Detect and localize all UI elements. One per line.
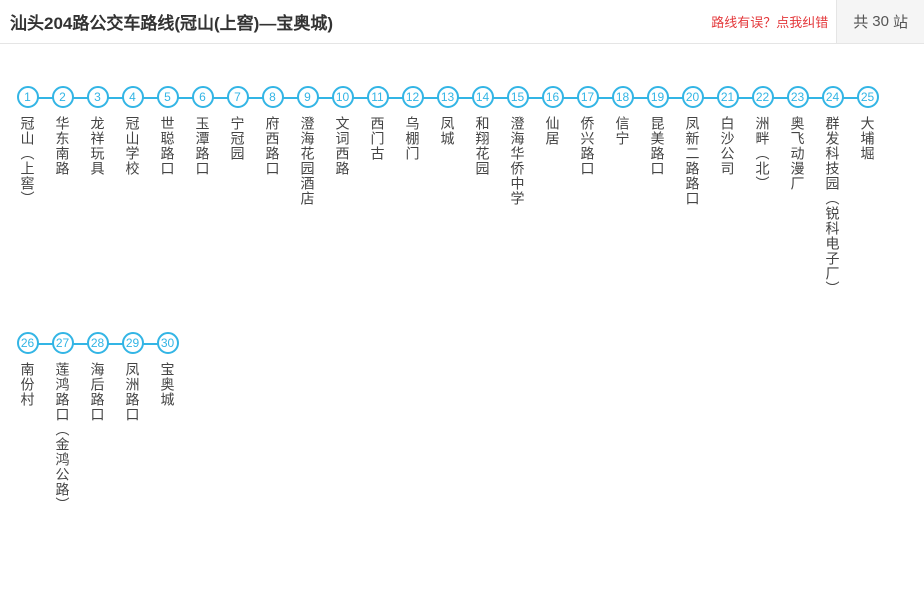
bus-stop[interactable]: 1 冠山︵上窖︶ [10, 86, 45, 206]
stop-row: 26 南份村 27 莲鸿路口︵金鸿公路︶ 28 海后路口 29 凤洲路口 30 宝奥城 [10, 332, 914, 512]
bus-stop[interactable]: 15 澄海华侨中学 [500, 86, 535, 206]
stop-label: 昆美路口 [648, 116, 668, 176]
stop-number-circle: 30 [157, 332, 179, 354]
stop-label: 澄海华侨中学 [508, 116, 528, 206]
bus-stop[interactable]: 14 和翔花园 [465, 86, 500, 176]
stop-label: 凤城 [438, 116, 458, 146]
stop-label: 龙祥玩具 [88, 116, 108, 176]
stop-number-circle: 22 [752, 86, 774, 108]
bus-stop[interactable]: 18 信宁 [605, 86, 640, 146]
stop-number-circle: 25 [857, 86, 879, 108]
bus-stop[interactable]: 8 府西路口 [255, 86, 290, 176]
stop-number-circle: 21 [717, 86, 739, 108]
stop-number-circle: 9 [297, 86, 319, 108]
stop-label: 南份村 [18, 362, 38, 407]
stop-label: 大埔堀 [858, 116, 878, 161]
count-suffix: 站 [893, 11, 908, 32]
stop-number-circle: 4 [122, 86, 144, 108]
stop-number-circle: 13 [437, 86, 459, 108]
bus-stop[interactable]: 22 洲畔︵北︶ [745, 86, 780, 191]
bus-stop[interactable]: 10 文词西路 [325, 86, 360, 176]
stop-label: 世聪路口 [158, 116, 178, 176]
stop-label: 宝奥城 [158, 362, 178, 407]
bus-stop[interactable]: 3 龙祥玩具 [80, 86, 115, 176]
stop-number-circle: 17 [577, 86, 599, 108]
report-error-link[interactable]: 路线有误？点我纠错 [711, 12, 828, 31]
bus-stop[interactable]: 5 世聪路口 [150, 86, 185, 176]
stop-label: 府西路口 [263, 116, 283, 176]
stop-label: 澄海花园酒店 [298, 116, 318, 206]
stop-label: 仙居 [543, 116, 563, 146]
stop-number-circle: 8 [262, 86, 284, 108]
stop-label: 白沙公司 [718, 116, 738, 176]
stop-number-circle: 24 [822, 86, 844, 108]
stop-number-circle: 19 [647, 86, 669, 108]
stop-number-circle: 15 [507, 86, 529, 108]
stop-number-circle: 5 [157, 86, 179, 108]
stop-number-circle: 7 [227, 86, 249, 108]
stop-number-circle: 20 [682, 86, 704, 108]
stop-label: 凤洲路口 [123, 362, 143, 422]
bus-stop[interactable]: 6 玉潭路口 [185, 86, 220, 176]
stop-label: 冠山︵上窖︶ [18, 116, 38, 206]
stop-number-circle: 28 [87, 332, 109, 354]
stop-number-circle: 26 [17, 332, 39, 354]
bus-stop[interactable]: 26 南份村 [10, 332, 45, 407]
stop-count-box: 共 30 站 [836, 0, 924, 43]
stop-number-circle: 23 [787, 86, 809, 108]
stop-number-circle: 10 [332, 86, 354, 108]
stop-number-circle: 16 [542, 86, 564, 108]
stop-number-circle: 11 [367, 86, 389, 108]
bus-stop[interactable]: 28 海后路口 [80, 332, 115, 422]
bus-stop[interactable]: 16 仙居 [535, 86, 570, 146]
stop-number-circle: 3 [87, 86, 109, 108]
stop-label: 乌棚门 [403, 116, 423, 161]
bus-stop[interactable]: 13 凤城 [430, 86, 465, 146]
stop-label: 群发科技园︵锐科电子厂︶ [823, 116, 843, 296]
stop-label: 和翔花园 [473, 116, 493, 176]
count-prefix: 共 [853, 11, 868, 32]
stop-label: 冠山学校 [123, 116, 143, 176]
bus-stop[interactable]: 20 凤新二路路口 [675, 86, 710, 206]
route-diagram: 1 冠山︵上窖︶ 2 华东南路 3 龙祥玩具 4 冠山学校 5 世聪路口 6 玉潭路口 7 宁冠园 8 府西路… [0, 44, 924, 558]
stop-label: 凤新二路路口 [683, 116, 703, 206]
bus-stop[interactable]: 24 群发科技园︵锐科电子厂︶ [815, 86, 850, 296]
stop-number-circle: 18 [612, 86, 634, 108]
stop-label: 文词西路 [333, 116, 353, 176]
stop-number-circle: 27 [52, 332, 74, 354]
count-number: 30 [872, 13, 889, 30]
stop-label: 莲鸿路口︵金鸿公路︶ [53, 362, 73, 512]
stop-label: 西门古 [368, 116, 388, 161]
bus-stop[interactable]: 27 莲鸿路口︵金鸿公路︶ [45, 332, 80, 512]
bus-stop[interactable]: 21 白沙公司 [710, 86, 745, 176]
bus-stop[interactable]: 4 冠山学校 [115, 86, 150, 176]
stop-label: 宁冠园 [228, 116, 248, 161]
stop-label: 玉潭路口 [193, 116, 213, 176]
bus-stop[interactable]: 17 侨兴路口 [570, 86, 605, 176]
bus-stop[interactable]: 23 奥飞动漫厂 [780, 86, 815, 191]
bus-stop[interactable]: 19 昆美路口 [640, 86, 675, 176]
stop-row: 1 冠山︵上窖︶ 2 华东南路 3 龙祥玩具 4 冠山学校 5 世聪路口 6 玉潭路口 7 宁冠园 8 府西路… [10, 86, 914, 296]
stop-number-circle: 1 [17, 86, 39, 108]
bus-stop[interactable]: 29 凤洲路口 [115, 332, 150, 422]
stop-number-circle: 2 [52, 86, 74, 108]
stop-label: 奥飞动漫厂 [788, 116, 808, 191]
page-title: 汕头204路公交车路线(冠山(上窖)—宝奥城) [0, 9, 711, 34]
stop-number-circle: 12 [402, 86, 424, 108]
bus-stop[interactable]: 9 澄海花园酒店 [290, 86, 325, 206]
stop-number-circle: 6 [192, 86, 214, 108]
stop-number-circle: 14 [472, 86, 494, 108]
bus-stop[interactable]: 2 华东南路 [45, 86, 80, 176]
stop-label: 信宁 [613, 116, 633, 146]
stop-label: 侨兴路口 [578, 116, 598, 176]
stop-number-circle: 29 [122, 332, 144, 354]
stop-label: 海后路口 [88, 362, 108, 422]
stop-label: 华东南路 [53, 116, 73, 176]
stop-label: 洲畔︵北︶ [753, 116, 773, 191]
header: 汕头204路公交车路线(冠山(上窖)—宝奥城) 路线有误？点我纠错 共 30 站 [0, 0, 924, 44]
